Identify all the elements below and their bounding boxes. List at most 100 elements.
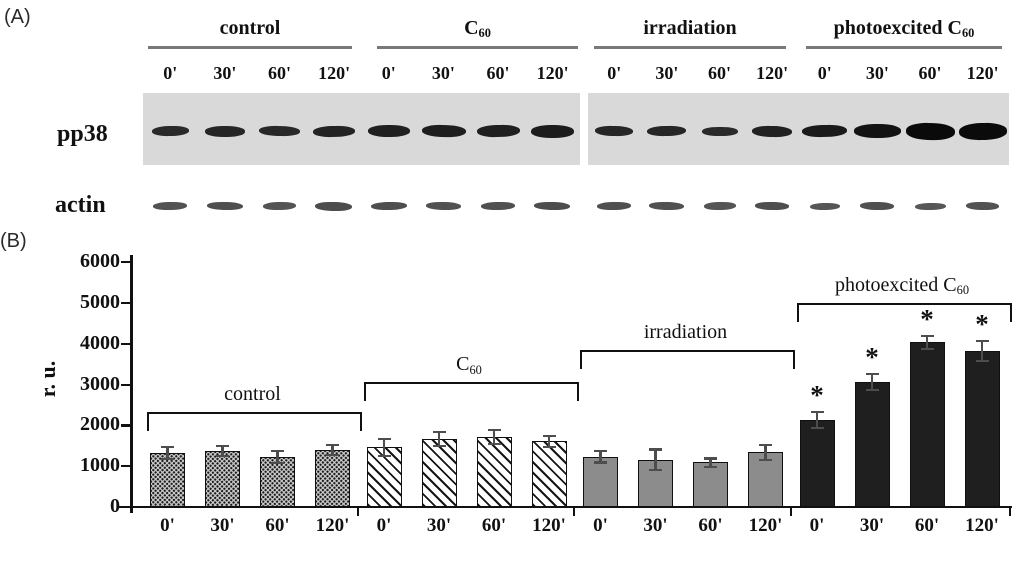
bar-photoexcited-c-30 xyxy=(854,382,890,507)
blot-group-header: control xyxy=(120,17,380,40)
error-bar-cap-top xyxy=(920,334,934,337)
error-bar-cap-bottom xyxy=(594,461,607,464)
bar-photoexcited-c-120 xyxy=(964,351,1000,507)
x-axis-category-label: 0' xyxy=(593,515,608,536)
blot-lane-time-label: 60' xyxy=(918,63,942,83)
x-axis-category-label: 0' xyxy=(160,515,175,536)
blot-lane-time-label: 120' xyxy=(318,63,351,83)
error-bar-stem xyxy=(654,449,657,470)
error-bar-stem xyxy=(925,335,929,349)
chart-group-label-text: irradiation xyxy=(643,320,728,343)
x-axis-category-label: 120' xyxy=(532,515,566,536)
bar-photoexcited-c-60 xyxy=(909,342,945,507)
bar-c-60 xyxy=(476,436,512,507)
y-axis-tick-label: 4000 xyxy=(80,331,120,354)
chart-group-label-text: control xyxy=(224,382,281,405)
actin-band xyxy=(914,202,946,210)
error-bar-cap-top xyxy=(377,438,391,441)
pp38-band xyxy=(701,126,738,136)
bar-c-0 xyxy=(366,447,402,507)
blot-group-header-text: C xyxy=(464,17,479,39)
bar-irradiation-60 xyxy=(693,462,728,507)
blot-group-header: C60 xyxy=(348,17,608,40)
blot-group-header-text: irradiation xyxy=(643,17,737,39)
y-axis-tick-label: 2000 xyxy=(80,413,120,436)
blot-group-underline xyxy=(806,46,1002,49)
actin-band xyxy=(597,201,632,211)
x-axis-category-label: 60' xyxy=(481,515,507,536)
blot-group-header-text: control xyxy=(219,17,281,39)
actin-band xyxy=(153,201,188,211)
blot-lane-time-label: 30' xyxy=(213,63,237,83)
y-axis-tick-label: 3000 xyxy=(80,372,120,395)
error-bar-cap-bottom xyxy=(161,458,174,461)
x-axis-category-label: 30' xyxy=(859,515,885,536)
bar-control-30 xyxy=(205,451,240,507)
error-bar-cap-top xyxy=(810,410,824,414)
significance-bracket xyxy=(580,349,795,369)
blot-group-header-text: photoexcited C xyxy=(833,17,962,39)
error-bar-cap-top xyxy=(271,449,284,452)
error-bar-cap-top xyxy=(594,450,607,453)
pp38-band xyxy=(313,124,356,138)
chart-group-label: control xyxy=(123,383,383,406)
y-axis-tick xyxy=(121,383,130,386)
significance-bracket xyxy=(363,382,579,402)
significance-bracket xyxy=(796,302,1012,322)
error-bar-stem xyxy=(980,340,984,362)
y-axis-line xyxy=(130,255,133,513)
bar-control-0 xyxy=(150,453,185,507)
chart-group-label-text-subscript: 60 xyxy=(956,283,970,298)
significance-asterisk: * xyxy=(810,379,824,410)
error-bar-cap-bottom xyxy=(216,454,229,458)
x-axis-category-label: 60' xyxy=(265,515,290,536)
error-bar-cap-top xyxy=(542,434,556,437)
error-bar-stem xyxy=(166,446,169,460)
actin-band xyxy=(370,201,408,211)
error-bar-stem xyxy=(547,435,551,447)
blot-group-underline xyxy=(594,46,786,49)
error-bar-cap-top xyxy=(216,445,229,448)
actin-band xyxy=(315,201,353,211)
blot-lane-time-label: 30' xyxy=(655,63,679,83)
x-axis-category-label: 30' xyxy=(210,515,235,536)
pp38-band xyxy=(853,124,901,138)
error-bar-cap-top xyxy=(975,339,989,342)
blot-group-underline xyxy=(148,46,352,49)
x-axis-group-tick xyxy=(573,507,576,516)
y-axis-tick xyxy=(121,261,130,264)
error-bar-stem xyxy=(599,451,602,463)
x-axis-group-tick xyxy=(356,507,359,516)
chart-group-label: C60 xyxy=(339,353,599,376)
y-axis-tick xyxy=(121,506,130,509)
actin-band xyxy=(262,201,297,211)
error-bar-cap-top xyxy=(161,445,174,449)
x-axis-category-label: 0' xyxy=(376,515,392,536)
pp38-band xyxy=(752,125,793,137)
x-axis-group-tick xyxy=(1009,507,1012,516)
actin-band xyxy=(206,201,244,211)
actin-band xyxy=(755,201,790,211)
blot-lane-time-label: 60' xyxy=(486,63,510,83)
error-bar-cap-bottom xyxy=(975,360,989,363)
error-bar-stem xyxy=(815,411,819,429)
y-axis-tick-label: 0 xyxy=(110,495,120,517)
x-axis-category-label: 60' xyxy=(698,515,723,536)
error-bar-cap-bottom xyxy=(920,347,934,350)
blot-group-header: photoexcited C60 xyxy=(774,17,1024,40)
error-bar-cap-bottom xyxy=(649,468,662,472)
blot-lane-time-label: 30' xyxy=(865,63,889,83)
pp38-band xyxy=(905,121,955,141)
y-axis-tick-label: 6000 xyxy=(80,250,120,272)
chart-group-label-text: photoexcited C xyxy=(834,273,957,296)
actin-band xyxy=(649,201,685,211)
actin-band xyxy=(480,201,516,211)
error-bar-cap-bottom xyxy=(487,442,501,445)
error-bar-cap-top xyxy=(326,443,339,447)
error-bar-cap-top xyxy=(704,457,717,460)
blot-lane-time-label: 120' xyxy=(966,63,999,83)
error-bar-cap-top xyxy=(487,428,501,431)
bar-irradiation-0 xyxy=(583,456,618,507)
blot-lane-time-label: 0' xyxy=(381,63,396,83)
